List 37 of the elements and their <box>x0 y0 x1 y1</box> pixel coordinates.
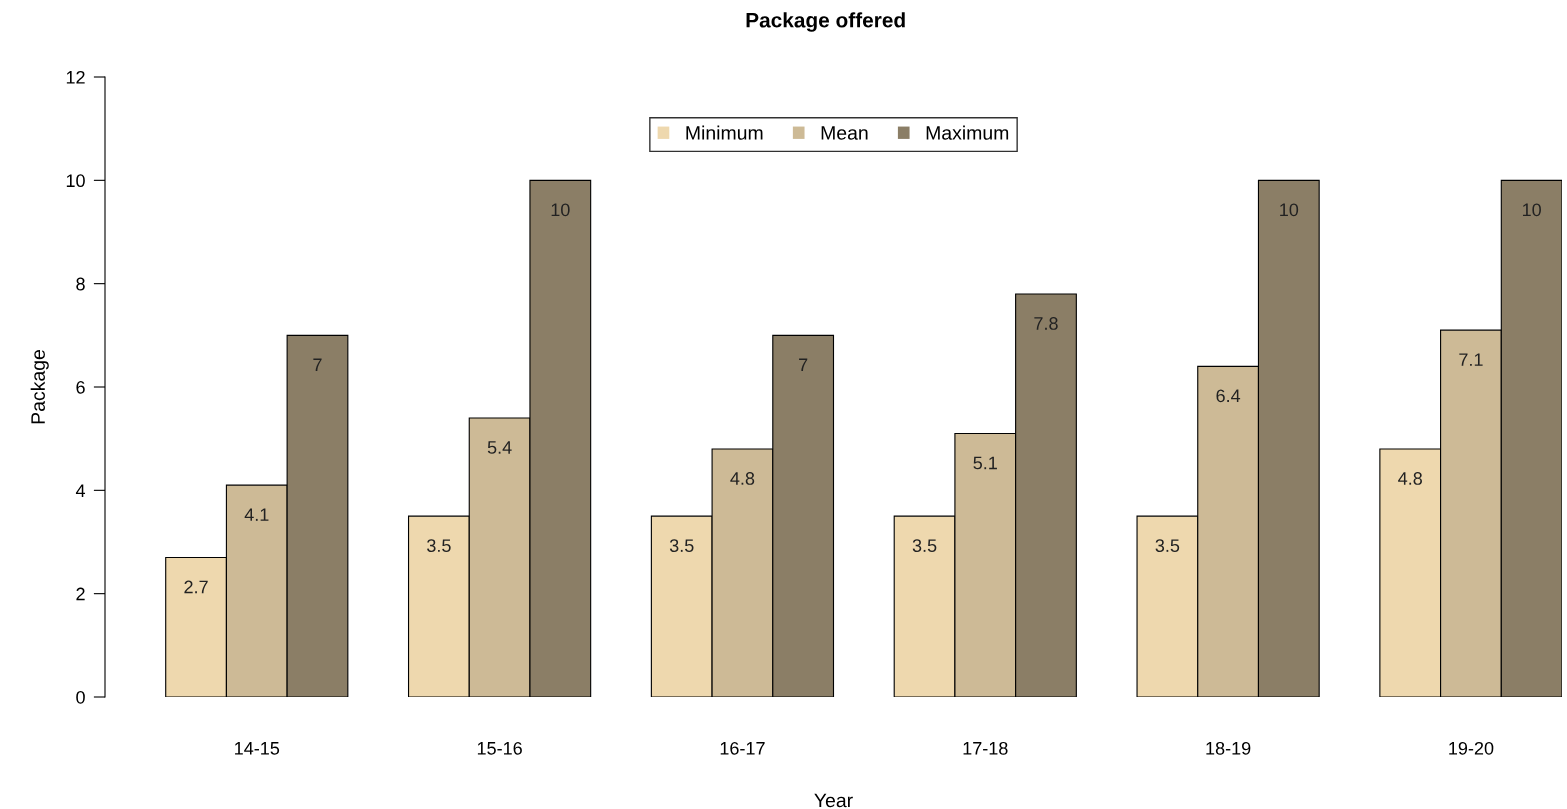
x-tick-label: 15-16 <box>477 741 522 755</box>
data-label: 4.1 <box>244 508 269 521</box>
y-axis-title: Package <box>30 350 49 424</box>
data-label: 6.4 <box>1216 389 1241 403</box>
data-label: 4.8 <box>1398 472 1422 485</box>
data-label: 7.1 <box>1459 353 1483 366</box>
y-tick-label: 10 <box>66 174 85 188</box>
y-tick-label: 6 <box>76 380 85 394</box>
data-label: 7.8 <box>1034 317 1058 330</box>
x-tick-label: 18-19 <box>1206 741 1251 755</box>
data-label: 5.1 <box>973 456 997 470</box>
y-tick-label: 8 <box>76 277 85 291</box>
x-tick-label: 14-15 <box>235 742 280 755</box>
data-label: 3.5 <box>669 539 694 553</box>
y-tick-label: 2 <box>76 587 85 601</box>
legend-label: Maximum <box>926 125 1009 140</box>
data-label: 7 <box>313 358 322 371</box>
x-tick-label: 17-18 <box>963 741 1008 755</box>
data-label: 5.4 <box>487 441 512 454</box>
x-tick-label: 16-17 <box>720 741 765 755</box>
data-label: 3.5 <box>1155 539 1180 553</box>
y-tick-label: 0 <box>76 690 85 704</box>
chart-title: Package offered <box>746 12 905 32</box>
y-tick-label: 4 <box>75 484 86 497</box>
data-label: 3.5 <box>912 539 937 553</box>
legend-label: Mean <box>821 126 868 140</box>
data-label: 10 <box>1280 203 1299 217</box>
data-label: 10 <box>1522 203 1541 217</box>
x-tick-label: 19-20 <box>1449 741 1494 755</box>
data-label: 7 <box>799 358 808 371</box>
legend-label: Minimum <box>686 125 763 140</box>
x-axis-title: Year <box>814 793 853 808</box>
data-label: 4.8 <box>730 472 755 485</box>
data-label: 3.5 <box>427 539 451 553</box>
data-label: 10 <box>551 203 570 217</box>
y-tick-label: 12 <box>66 70 85 84</box>
data-label: 2.7 <box>184 580 208 594</box>
